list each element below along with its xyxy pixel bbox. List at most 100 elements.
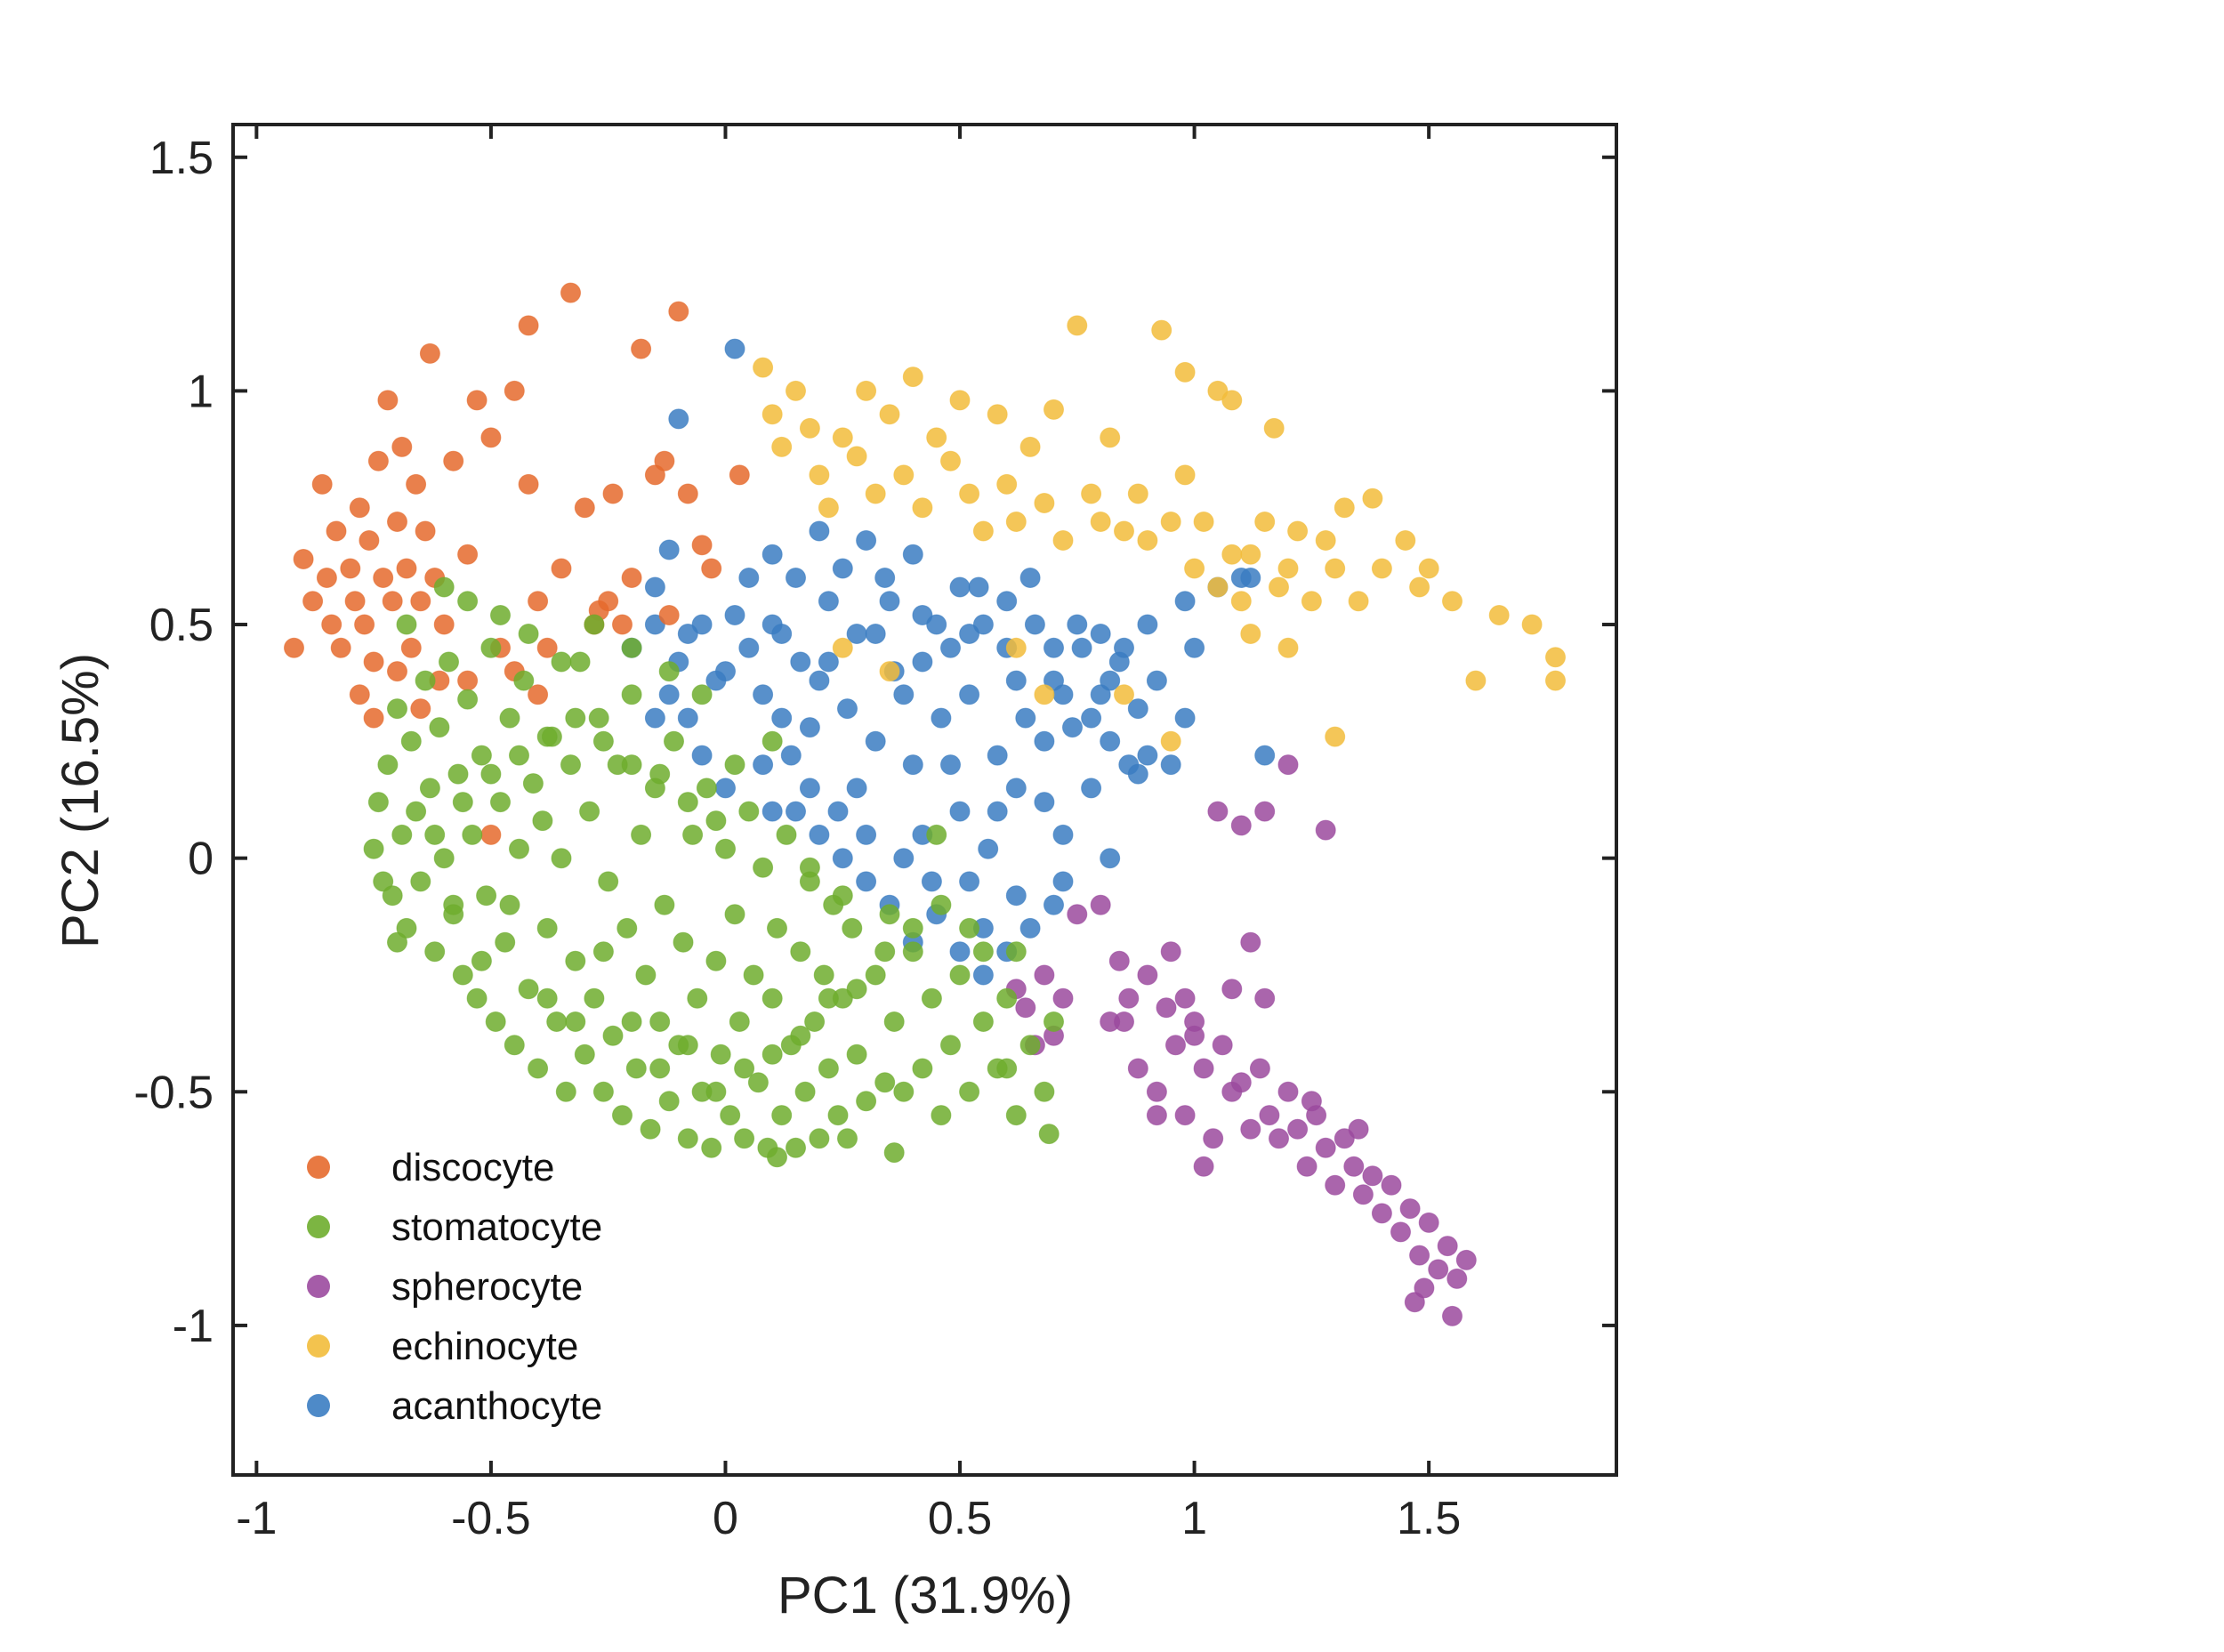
data-point-discocyte: [419, 342, 440, 364]
data-point-discocyte: [373, 568, 394, 588]
data-point-stomatocyte: [786, 1137, 806, 1158]
data-point-acanthocyte: [1005, 885, 1027, 907]
data-point-acanthocyte: [1081, 778, 1102, 799]
legend-item-acanthocyte: acanthocyte: [307, 1384, 602, 1428]
data-point-echinocyte: [1160, 730, 1181, 752]
data-point-discocyte: [284, 637, 304, 658]
data-point-discocyte: [631, 338, 652, 359]
data-point-echinocyte: [1005, 637, 1027, 658]
data-point-stomatocyte: [367, 792, 389, 813]
data-point-stomatocyte: [565, 1011, 586, 1032]
data-point-acanthocyte: [832, 558, 853, 579]
data-point-stomatocyte: [621, 637, 642, 658]
data-point-stomatocyte: [753, 857, 774, 878]
data-point-stomatocyte: [931, 894, 952, 915]
data-point-acanthocyte: [1034, 792, 1055, 813]
data-point-stomatocyte: [767, 1147, 787, 1168]
data-point-stomatocyte: [588, 707, 609, 729]
data-point-acanthocyte: [799, 717, 820, 738]
data-point-spherocyte: [1221, 979, 1243, 1000]
data-point-stomatocyte: [1038, 1124, 1060, 1145]
data-point-discocyte: [528, 591, 549, 612]
data-point-echinocyte: [1395, 530, 1416, 551]
data-point-stomatocyte: [625, 1058, 647, 1079]
data-point-echinocyte: [1277, 558, 1299, 579]
data-point-echinocyte: [1114, 520, 1134, 542]
data-point-stomatocyte: [682, 824, 704, 845]
data-point-acanthocyte: [1127, 698, 1148, 720]
data-point-stomatocyte: [710, 1044, 731, 1065]
data-point-stomatocyte: [705, 810, 727, 832]
data-point-acanthocyte: [996, 591, 1018, 612]
data-point-discocyte: [677, 483, 698, 504]
data-point-stomatocyte: [518, 624, 539, 644]
data-point-acanthocyte: [865, 624, 886, 644]
series-stomatocyte: [363, 576, 1064, 1168]
data-point-echinocyte: [856, 380, 877, 401]
data-point-stomatocyte: [649, 763, 671, 785]
data-point-acanthocyte: [949, 576, 971, 598]
data-point-echinocyte: [972, 520, 994, 542]
data-point-stomatocyte: [429, 717, 450, 738]
data-point-stomatocyte: [433, 576, 455, 598]
data-point-echinocyte: [1034, 684, 1055, 705]
data-point-spherocyte: [1240, 1118, 1261, 1140]
data-point-stomatocyte: [813, 964, 834, 986]
data-point-echinocyte: [1442, 591, 1463, 612]
data-point-acanthocyte: [1005, 778, 1027, 799]
data-point-stomatocyte: [1019, 1035, 1041, 1056]
data-point-stomatocyte: [396, 614, 417, 635]
data-point-acanthocyte: [1184, 637, 1205, 658]
data-point-acanthocyte: [724, 605, 745, 625]
data-point-spherocyte: [1301, 1091, 1322, 1112]
legend-marker: [307, 1275, 330, 1298]
data-point-discocyte: [518, 473, 539, 495]
data-point-acanthocyte: [799, 778, 820, 799]
data-point-acanthocyte: [790, 651, 811, 673]
data-point-discocyte: [321, 614, 342, 635]
data-point-stomatocyte: [902, 917, 923, 939]
data-point-stomatocyte: [439, 651, 459, 673]
data-point-echinocyte: [987, 404, 1008, 425]
data-point-stomatocyte: [1044, 1011, 1064, 1032]
data-point-spherocyte: [1343, 1156, 1365, 1177]
data-point-stomatocyte: [560, 754, 581, 776]
data-point-spherocyte: [1174, 1105, 1196, 1126]
data-point-spherocyte: [1399, 1198, 1421, 1220]
data-point-stomatocyte: [443, 894, 464, 915]
data-point-stomatocyte: [658, 1091, 680, 1112]
data-point-acanthocyte: [1052, 871, 1074, 892]
data-point-echinocyte: [912, 497, 933, 519]
data-point-discocyte: [359, 530, 380, 551]
data-point-echinocyte: [846, 446, 867, 467]
data-point-acanthocyte: [1137, 614, 1158, 635]
data-point-stomatocyte: [616, 917, 638, 939]
data-point-discocyte: [612, 614, 633, 635]
data-point-spherocyte: [1207, 801, 1229, 822]
data-point-stomatocyte: [865, 964, 886, 986]
data-point-acanthocyte: [940, 637, 961, 658]
data-point-acanthocyte: [940, 754, 961, 776]
data-point-stomatocyte: [574, 1044, 595, 1065]
data-point-acanthocyte: [972, 964, 994, 986]
data-point-spherocyte: [1442, 1305, 1463, 1326]
data-point-discocyte: [658, 605, 680, 625]
data-point-acanthocyte: [1100, 670, 1121, 691]
data-point-discocyte: [729, 464, 750, 486]
series-acanthocyte: [621, 338, 1276, 986]
data-point-stomatocyte: [767, 917, 787, 939]
data-point-stomatocyte: [972, 1011, 994, 1032]
data-point-acanthocyte: [1024, 614, 1045, 635]
data-point-stomatocyte: [883, 1011, 905, 1032]
data-point-stomatocyte: [551, 651, 572, 673]
data-point-stomatocyte: [579, 801, 600, 822]
data-point-stomatocyte: [602, 1025, 624, 1046]
data-point-stomatocyte: [949, 964, 971, 986]
data-point-discocyte: [518, 315, 539, 336]
legend-item-stomatocyte: stomatocyte: [307, 1205, 602, 1249]
data-point-echinocyte: [893, 464, 915, 486]
data-point-stomatocyte: [466, 987, 488, 1009]
data-point-echinocyte: [1174, 361, 1196, 383]
data-point-stomatocyte: [569, 651, 591, 673]
data-point-acanthocyte: [644, 576, 665, 598]
